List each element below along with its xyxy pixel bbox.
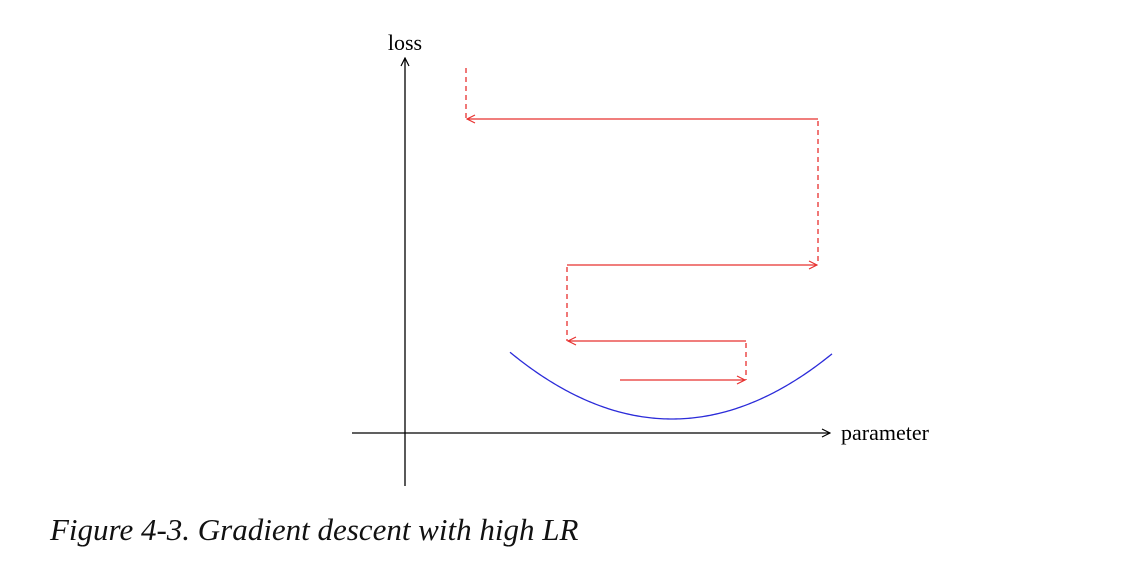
figure-caption: Figure 4-3. Gradient descent with high L… <box>50 512 579 547</box>
loss-curve <box>509 351 833 420</box>
y-axis-label: loss <box>388 30 422 55</box>
x-axis-label: parameter <box>841 420 930 445</box>
descent-steps <box>465 68 819 380</box>
gradient-descent-diagram: loss parameter <box>352 30 930 486</box>
